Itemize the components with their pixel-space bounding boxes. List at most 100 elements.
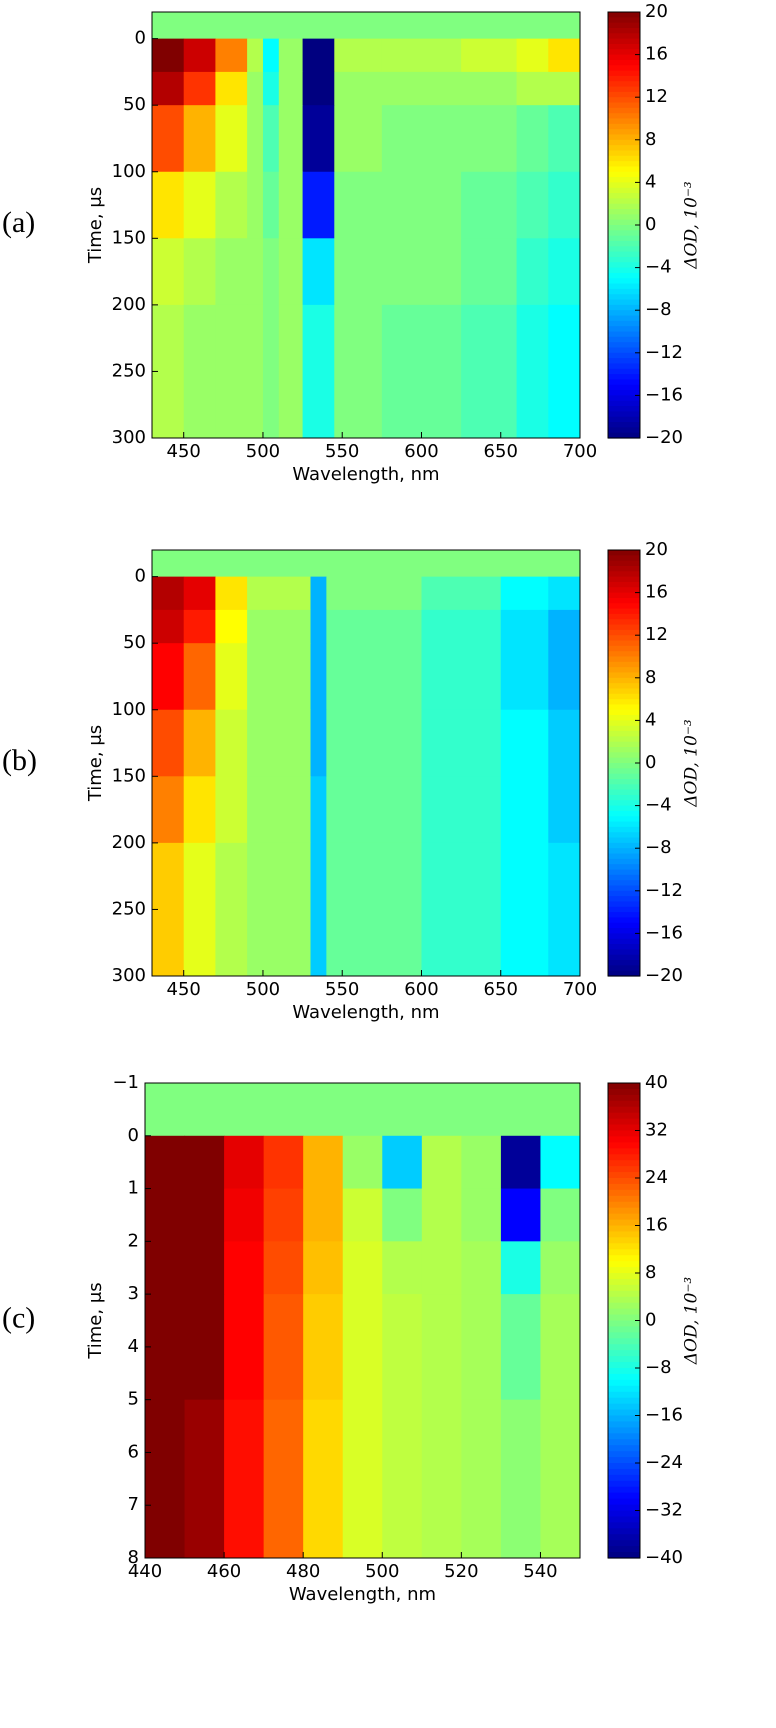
colorbar-strip [608, 70, 640, 77]
heatmap-cell [262, 304, 280, 439]
heatmap-cell [278, 12, 304, 40]
colorbar-strip [608, 688, 640, 695]
colorbar-tick-label: 12 [645, 624, 668, 645]
heatmap-cell [262, 38, 280, 73]
colorbar-strip [608, 715, 640, 721]
colorbar-strip [608, 1516, 640, 1523]
colorbar-strip [608, 896, 640, 903]
heatmap-cell [152, 238, 185, 306]
heatmap-cell [326, 643, 422, 711]
colorbar-strip [608, 731, 640, 737]
heatmap-cell [183, 71, 216, 106]
colorbar-strip [608, 1552, 640, 1559]
heatmap-cell [421, 1135, 462, 1190]
colorbar-strip [608, 1463, 640, 1470]
colorbar-tick-label: 4 [645, 171, 656, 192]
heatmap-cell [548, 238, 581, 306]
heatmap-cell [342, 1399, 383, 1559]
colorbar-strip [608, 1118, 640, 1126]
heatmap-cell [184, 1294, 225, 1401]
colorbar-strip [608, 1451, 640, 1458]
colorbar-strip [608, 166, 640, 173]
heatmap-cell [183, 643, 216, 711]
x-tick-label: 440 [128, 1561, 162, 1582]
y-tick-label: 1 [128, 1178, 139, 1199]
colorbar-strip [608, 853, 640, 860]
heatmap-cell [152, 71, 185, 106]
y-tick-label: 0 [135, 28, 146, 49]
heatmap-cell [224, 1083, 265, 1137]
colorbar-strip [608, 177, 640, 183]
colorbar-strip [608, 1243, 640, 1250]
colorbar-strip [608, 139, 640, 146]
colorbar-strip [608, 858, 640, 865]
heatmap-cell [247, 776, 312, 844]
heatmap-cell [461, 71, 518, 106]
colorbar-strip [608, 613, 640, 620]
heatmap-cell [303, 1399, 344, 1559]
colorbar-strip [608, 225, 640, 231]
colorbar-strip [608, 1154, 640, 1161]
y-tick-label: 100 [112, 161, 146, 182]
colorbar-strip [608, 1498, 640, 1506]
colorbar-strip [608, 757, 640, 764]
colorbar-strip [608, 970, 640, 977]
colorbar-strip [608, 1183, 640, 1191]
colorbar-strip [608, 1522, 640, 1529]
colorbar-tick-label: 8 [645, 1262, 656, 1283]
heatmap-cell [381, 238, 462, 306]
colorbar-strip [608, 294, 640, 301]
colorbar-tick-label: 40 [645, 1072, 668, 1093]
colorbar-strip [608, 240, 640, 247]
colorbar-strip [608, 267, 640, 274]
colorbar-strip [608, 629, 640, 636]
colorbar-strip [608, 1088, 640, 1096]
heatmap-cell [247, 643, 312, 711]
heatmap-cell [461, 1399, 502, 1559]
colorbar-strip [608, 1166, 640, 1173]
heatmap-cell [461, 38, 518, 73]
heatmap-cell [145, 1241, 186, 1295]
heatmap-cell [247, 576, 312, 611]
y-tick-label: −1 [112, 1072, 139, 1093]
colorbar-strip [608, 75, 640, 82]
colorbar-strip [608, 1326, 640, 1333]
y-tick-label: 0 [128, 1125, 139, 1146]
colorbar-strip [608, 805, 640, 812]
heatmap-cell [548, 12, 581, 40]
heatmap-cell [516, 171, 549, 239]
y-tick-label: 150 [112, 765, 146, 786]
colorbar-strip [608, 155, 640, 162]
heatmap-cell [184, 1241, 225, 1295]
colorbar-strip [608, 603, 640, 610]
colorbar-strip [608, 1356, 640, 1363]
heatmap-cell [215, 550, 248, 578]
y-tick-label: 6 [128, 1441, 139, 1462]
colorbar-strip [608, 773, 640, 780]
y-axis-label: Time, μs [85, 187, 106, 264]
colorbar-strip [608, 283, 640, 290]
plot-frame [151, 11, 581, 439]
colorbar-strip [608, 1320, 640, 1328]
heatmap-cell [500, 842, 549, 977]
heatmap-cell [247, 105, 264, 173]
heatmap-cell [421, 550, 502, 578]
colorbar-strip [608, 704, 640, 711]
colorbar-strip [608, 256, 640, 263]
heatmap-cell [215, 643, 248, 711]
colorbar-strip [608, 1439, 640, 1446]
x-tick-label: 700 [563, 441, 597, 462]
colorbar-strip [608, 1391, 640, 1399]
heatmap-cell [247, 171, 264, 239]
heatmap-cell [516, 71, 549, 106]
heatmap-cell [183, 171, 216, 239]
colorbar-strip [608, 693, 640, 700]
colorbar-strip [608, 901, 640, 908]
heatmap-cell [381, 304, 462, 439]
heatmap-cell [183, 38, 216, 73]
x-tick-label: 500 [246, 979, 280, 1000]
x-axis-label: Wavelength, nm [292, 1002, 439, 1023]
colorbar-strip [608, 406, 640, 412]
heatmap-cell [381, 171, 462, 239]
heatmap-cell [215, 842, 248, 977]
